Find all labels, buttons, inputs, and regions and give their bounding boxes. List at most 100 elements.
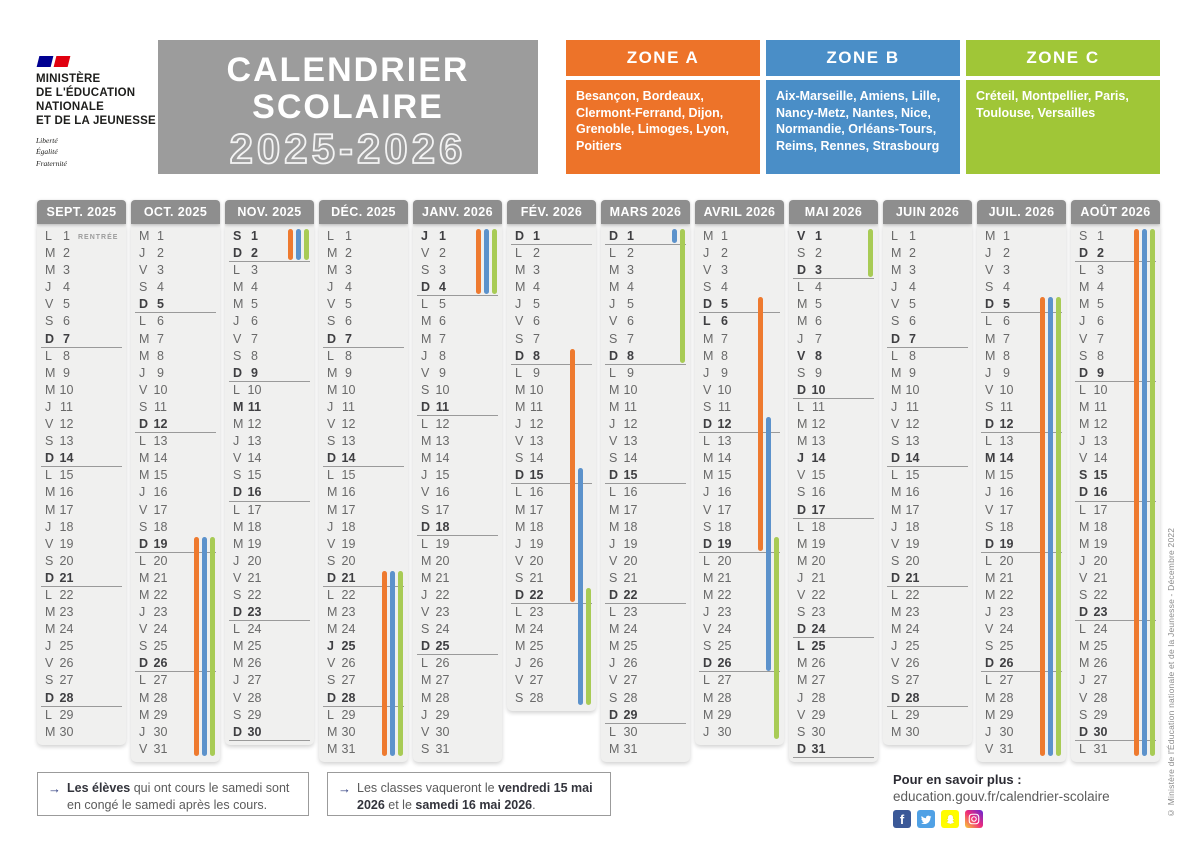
day-number: 3 <box>439 263 446 278</box>
day-letter: D <box>515 229 525 243</box>
month-header: OCT. 2025 <box>131 200 220 224</box>
instagram-icon[interactable] <box>965 810 983 828</box>
day-number: 21 <box>153 570 168 585</box>
day-letter: M <box>703 587 714 602</box>
day-letter: M <box>327 263 338 278</box>
day-letter: M <box>233 639 244 654</box>
day-row: D 30 <box>1071 724 1160 741</box>
day-row: V 14 <box>1071 450 1160 467</box>
day-row: M 24 <box>601 621 690 638</box>
day-letter: J <box>139 605 146 620</box>
day-number: 14 <box>153 451 168 466</box>
day-letter: V <box>703 382 712 397</box>
day-number: 31 <box>1093 741 1108 756</box>
day-row: M 14 <box>413 450 502 467</box>
day-row: D 21 <box>319 570 408 588</box>
day-letter: M <box>45 246 56 261</box>
holiday-bar-zone-b <box>672 229 677 244</box>
day-row: S 18 <box>131 519 220 536</box>
day-number: 17 <box>435 502 450 517</box>
day-letter: J <box>233 673 240 688</box>
day-letter: M <box>891 382 902 397</box>
day-number: 27 <box>905 673 920 688</box>
day-row: S 27 <box>37 672 126 689</box>
day-row: V 17 <box>131 502 220 519</box>
day-row: S 21 <box>601 570 690 587</box>
day-letter: D <box>985 656 995 671</box>
day-number: 18 <box>999 519 1014 534</box>
day-letter: V <box>327 417 336 432</box>
day-letter: V <box>45 417 54 432</box>
day-letter: M <box>703 468 714 483</box>
day-letter: M <box>609 399 620 414</box>
day-number: 24 <box>999 622 1014 637</box>
calendar-url-link[interactable]: education.gouv.fr/calendrier-scolaire <box>893 789 1110 804</box>
snapchat-icon[interactable] <box>941 810 959 828</box>
day-number: 29 <box>59 707 74 722</box>
month-column: NOV. 2025 S 1 D 2 L 3 M 4 M 5 J 6 V 7 S 8 D 9 L 10 M 11 M 12 J 13 V… <box>225 200 314 745</box>
day-row: L 27 <box>695 672 784 689</box>
day-row: V 19 <box>319 536 408 553</box>
day-number: 18 <box>905 519 920 534</box>
day-number: 12 <box>341 417 356 432</box>
twitter-icon[interactable] <box>917 810 935 828</box>
day-row: S 25 <box>977 638 1066 655</box>
holiday-bar-zone-c <box>492 229 497 295</box>
day-letter: L <box>703 553 710 568</box>
day-letter: M <box>891 622 902 637</box>
day-number: 25 <box>247 639 262 654</box>
day-row: L 20 <box>131 553 220 570</box>
day-letter: V <box>139 622 148 637</box>
day-number: 15 <box>59 468 74 483</box>
zone-b-title: ZONE B <box>766 40 960 76</box>
day-letter: M <box>421 331 432 346</box>
facebook-icon[interactable]: f <box>893 810 911 828</box>
day-letter: D <box>139 297 149 312</box>
day-number: 1 <box>63 229 70 243</box>
day-number: 28 <box>623 690 638 705</box>
note-segment: vendredi 15 mai 2026 <box>357 781 593 812</box>
day-letter: M <box>515 622 526 637</box>
day-number: 22 <box>999 587 1014 602</box>
month-body: L 1 M 2 M 3 J 4 V 5 S 6 D 7 L 8 M 9 M 10 J 11 V 12 S 13 D 14 L 15 M 16 M… <box>319 224 408 762</box>
day-letter: S <box>609 331 618 346</box>
day-letter: L <box>139 553 146 568</box>
day-row: M 27 <box>789 672 878 689</box>
month-body: M 1 J 2 V 3 S 4 D 5 L 6 M 7 M 8 J 9 V 10 S 11 D 12 L 13 M 14 M 15 J 16 V… <box>131 224 220 762</box>
day-number: 27 <box>435 673 450 688</box>
day-letter: L <box>891 587 898 602</box>
day-number: 12 <box>59 417 74 432</box>
day-number: 23 <box>435 605 450 620</box>
day-letter: L <box>421 656 428 671</box>
day-row: L 15 <box>37 467 126 484</box>
day-row: D 11 <box>413 399 502 417</box>
day-number: 29 <box>341 707 356 722</box>
day-number: 8 <box>815 348 822 363</box>
day-number: 21 <box>999 570 1014 585</box>
day-row: L 20 <box>695 553 784 570</box>
day-row: D 19 <box>695 536 784 553</box>
day-number: 19 <box>59 536 74 551</box>
day-number: 15 <box>905 468 920 483</box>
day-row: L 13 <box>131 433 220 450</box>
day-row: J 11 <box>883 399 972 416</box>
day-row: D 19 <box>131 536 220 553</box>
day-row: V 21 <box>225 570 314 587</box>
day-number: 8 <box>721 348 728 363</box>
day-number: 28 <box>247 690 262 705</box>
day-number: 7 <box>63 331 70 346</box>
day-row: M 19 <box>1071 536 1160 553</box>
day-letter: V <box>515 314 524 329</box>
day-letter: L <box>891 468 898 483</box>
day-letter: M <box>703 707 714 722</box>
